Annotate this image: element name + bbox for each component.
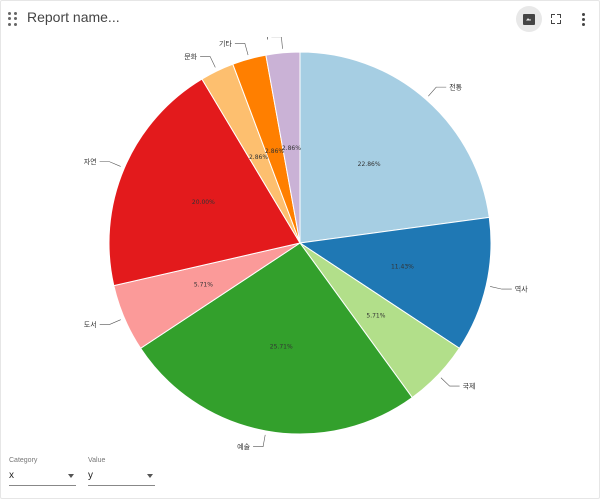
value-select[interactable]: y — [88, 468, 155, 486]
chevron-down-icon — [68, 474, 74, 478]
pie-slice[interactable] — [298, 216, 492, 349]
slice-category-label: 도서 — [84, 320, 97, 329]
category-label: Category — [9, 457, 38, 464]
slice-percent-label: 20.00% — [192, 199, 215, 206]
category-select-value: x — [9, 470, 14, 481]
pie-slice[interactable] — [299, 51, 490, 244]
pie-slice[interactable] — [265, 51, 301, 244]
pie-chart: 22.86%11.43%5.71%25.71%5.71%20.00%2.86%2… — [84, 37, 528, 451]
image-icon — [523, 13, 535, 25]
value-label: Value — [88, 457, 106, 464]
leader-line — [428, 86, 447, 97]
more-vert-icon — [581, 12, 585, 26]
leader-line — [490, 286, 512, 290]
category-select[interactable]: x — [9, 468, 76, 486]
value-control: Value y — [88, 457, 155, 486]
leader-line — [99, 161, 121, 167]
value-select-value: y — [88, 470, 93, 481]
slice-percent-label: 25.71% — [270, 343, 293, 350]
leader-line — [200, 56, 216, 68]
leader-line — [253, 434, 266, 447]
slice-percent-label: 5.71% — [366, 313, 385, 320]
slice-percent-label: 2.86% — [265, 148, 284, 155]
slice-percent-label: 22.86% — [358, 161, 381, 168]
more-options-button[interactable] — [570, 6, 596, 32]
category-control: Category x — [9, 457, 76, 486]
slice-category-label: 국제 — [463, 383, 476, 391]
slice-percent-label: 2.86% — [249, 154, 268, 161]
slice-percent-label: 5.71% — [194, 281, 213, 288]
drag-handle-icon[interactable] — [8, 12, 18, 26]
slice-percent-label: 2.86% — [282, 145, 301, 152]
leader-line — [234, 43, 249, 56]
slice-category-label: 전통 — [449, 83, 462, 92]
report-title[interactable]: Report name... — [27, 9, 120, 25]
slice-category-label: l — [266, 37, 268, 41]
slice-category-label: 예술 — [237, 442, 250, 451]
slice-category-label: 문화 — [184, 53, 197, 61]
slice-category-label: 자연 — [84, 157, 97, 166]
chevron-down-icon — [147, 474, 153, 478]
slice-category-label: 기타 — [219, 39, 232, 48]
fullscreen-button[interactable] — [543, 6, 569, 32]
fullscreen-icon — [551, 14, 561, 24]
slice-category-label: 역사 — [515, 285, 528, 294]
pie-slice[interactable] — [108, 78, 301, 287]
leader-line — [271, 37, 283, 49]
report-header: Report name... — [1, 1, 599, 37]
image-view-button[interactable] — [516, 6, 542, 32]
leader-line — [99, 319, 121, 325]
leader-line — [440, 377, 460, 387]
slice-percent-label: 11.43% — [391, 263, 414, 270]
pie-slice[interactable] — [139, 242, 413, 435]
